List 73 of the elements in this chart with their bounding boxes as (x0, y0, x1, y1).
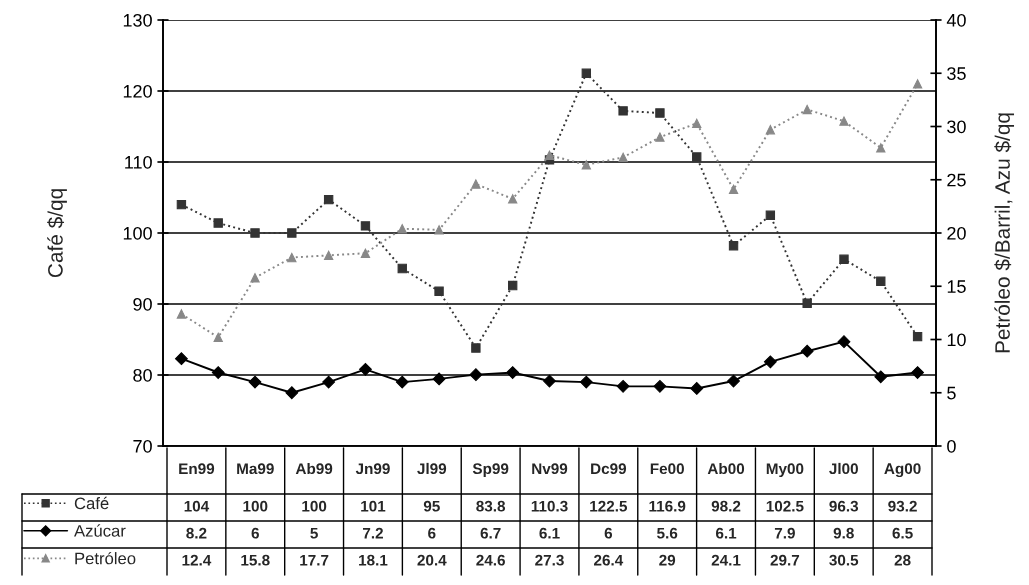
y2-tick-label: 5 (947, 386, 956, 400)
text: 27.3 (535, 554, 564, 566)
text: 7.2 (363, 527, 383, 539)
legend-label: Café (74, 496, 109, 510)
text: En99 (179, 463, 215, 475)
text: Ab99 (295, 462, 333, 475)
text: 100 (243, 500, 268, 512)
y2-tick-label: 25 (947, 173, 966, 187)
text: 26.4 (594, 554, 624, 566)
text: 93.2 (888, 500, 917, 512)
y-tick-label: 120 (123, 84, 152, 98)
text: Sp99 (472, 463, 509, 478)
text: 29.7 (770, 554, 800, 566)
text: Ab00 (707, 462, 745, 475)
text: 6.1 (539, 527, 560, 539)
text: 15.8 (241, 554, 270, 566)
text: Jl99 (417, 462, 447, 475)
text: 30.5 (829, 554, 859, 566)
y-axis-title: Café $/qq (47, 189, 67, 278)
y-tick-label: 100 (123, 226, 152, 240)
text: 102.5 (766, 500, 804, 512)
text: Jn99 (355, 463, 390, 475)
text: 28 (894, 554, 911, 566)
y2-tick-label: 10 (947, 333, 966, 347)
text: 104 (184, 500, 210, 512)
y2-tick-label: 35 (947, 67, 966, 80)
text: Jl00 (829, 462, 858, 475)
y-tick-label: 110 (125, 155, 152, 169)
text: 20.4 (417, 554, 447, 566)
text: 6.5 (892, 527, 913, 539)
y2-tick-label: 30 (947, 120, 966, 134)
text: 83.8 (476, 500, 506, 512)
text: 29 (659, 554, 676, 566)
text: 24.6 (476, 554, 505, 566)
text: 6 (604, 527, 613, 539)
legend-label: Azúcar (74, 524, 126, 537)
text: 5.6 (657, 527, 678, 539)
text: 96.3 (829, 500, 859, 512)
text: 5 (310, 527, 318, 539)
text: 6.1 (715, 527, 737, 539)
text: 9.8 (833, 527, 854, 539)
text: 7.9 (774, 527, 795, 539)
text: 95 (423, 500, 440, 512)
text: Ma99 (237, 463, 274, 475)
text: 6 (428, 527, 436, 539)
text: 116.9 (649, 500, 686, 512)
text: 101 (361, 500, 386, 512)
y2-tick-label: 40 (946, 13, 966, 27)
text: 24.1 (711, 554, 741, 566)
y-tick-label: 90 (133, 297, 152, 311)
text: 12.4 (182, 554, 212, 566)
text: 110.3 (531, 500, 568, 512)
text: Nv99 (532, 463, 568, 475)
y-tick-label: 80 (133, 368, 152, 382)
text: Fe00 (650, 463, 684, 475)
text: 100 (302, 500, 327, 512)
text: 6.7 (480, 527, 501, 539)
y2-axis-title: Petróleo $/Barril, Azu $/qq (994, 113, 1015, 353)
legend-label: Petróleo (75, 551, 136, 565)
text: Dc99 (591, 463, 627, 475)
text: 122.5 (590, 500, 628, 512)
y2-tick-label: 20 (947, 226, 966, 240)
text: 8.2 (186, 527, 207, 539)
text: 98.2 (711, 500, 741, 512)
text: 6 (251, 527, 259, 539)
text: Ag00 (884, 463, 921, 478)
y-tick-label: 130 (123, 13, 152, 27)
y2-tick-label: 0 (947, 439, 956, 453)
text: 18.1 (359, 554, 388, 566)
y-tick-label: 70 (133, 439, 152, 453)
y2-tick-label: 15 (947, 280, 966, 293)
text: My00 (766, 463, 804, 478)
text: 17.7 (300, 554, 329, 566)
